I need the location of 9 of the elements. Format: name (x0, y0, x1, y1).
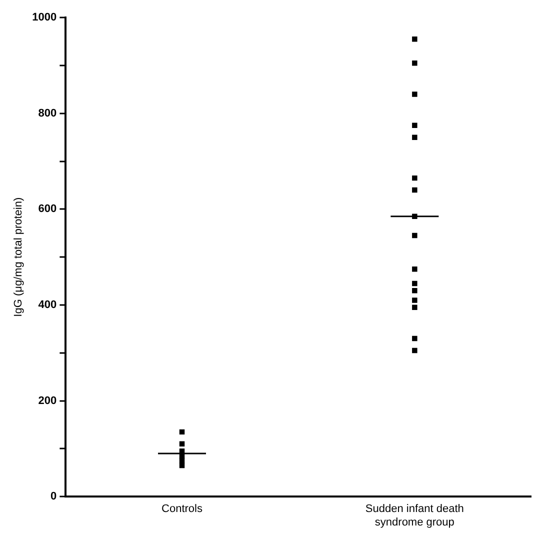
y-tick-label: 600 (38, 203, 57, 216)
y-tick-label: 1000 (32, 12, 57, 24)
y-tick-label: 200 (38, 394, 57, 407)
y-axis-title: IgG (μg/mg total protein) (12, 197, 25, 317)
y-tick-label: 0 (50, 490, 57, 503)
x-tick-label: Controls (162, 503, 203, 516)
y-tick-label: 400 (38, 299, 57, 312)
y-tick-label: 800 (38, 107, 57, 120)
x-tick-label: Sudden infant death syndrome group (365, 503, 464, 528)
